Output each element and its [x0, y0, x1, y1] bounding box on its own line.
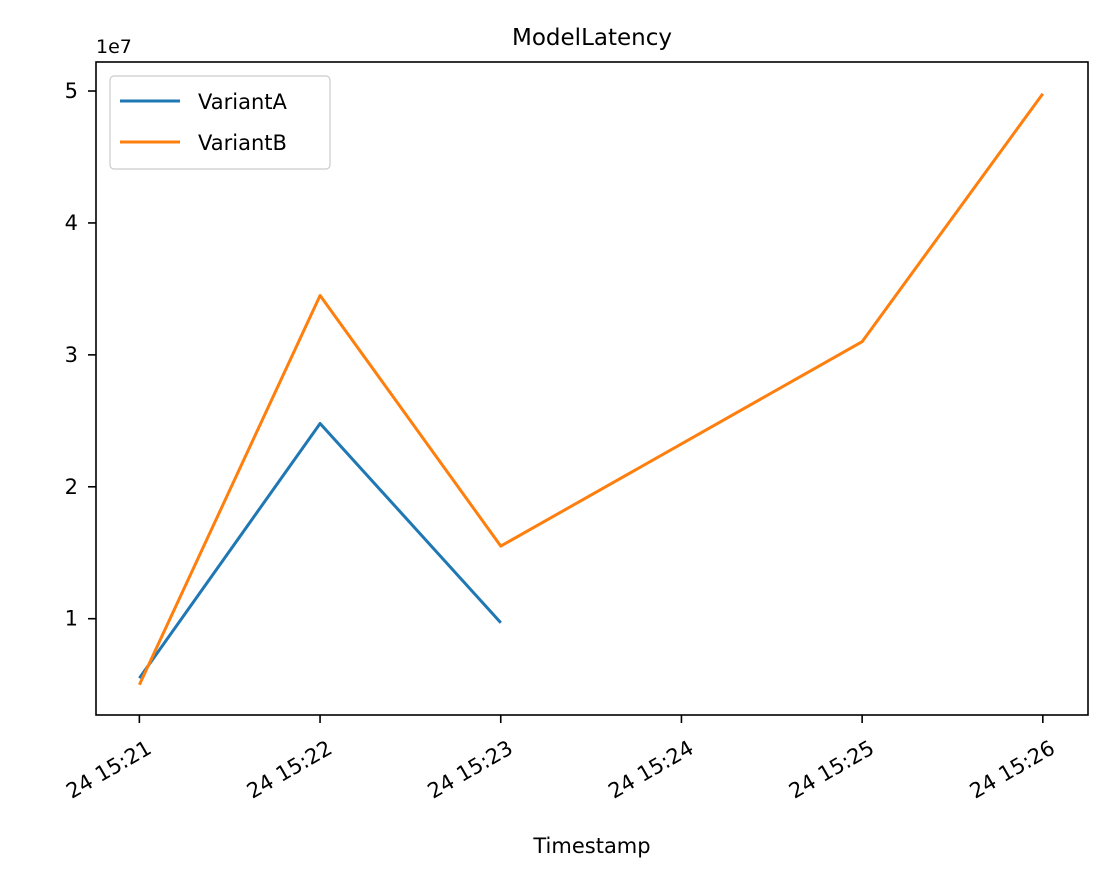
y-axis-offset-label: 1e7	[96, 36, 132, 58]
y-axis-ticks: 1 2 3 4 5	[65, 79, 96, 631]
y-tick-label-2: 2	[65, 475, 78, 499]
legend-item-variant-a: VariantA	[120, 90, 287, 114]
legend-label-variant-a: VariantA	[198, 90, 287, 114]
legend: VariantA VariantB	[109, 75, 331, 170]
y-tick-label-5: 5	[65, 79, 78, 103]
series-line-variantb	[138, 92, 1045, 686]
plot-lines	[138, 92, 1045, 686]
y-tick-label-1: 1	[65, 607, 78, 631]
series-line-varianta	[138, 422, 502, 679]
y-tick-label-4: 4	[65, 211, 78, 235]
legend-item-variant-b: VariantB	[120, 131, 287, 155]
legend-label-variant-b: VariantB	[198, 131, 287, 155]
chart-title: ModelLatency	[512, 25, 672, 51]
legend-box	[109, 75, 331, 170]
y-tick-label-3: 3	[65, 343, 78, 367]
plot-frame	[95, 61, 1089, 716]
x-axis-label: Timestamp	[532, 834, 650, 858]
